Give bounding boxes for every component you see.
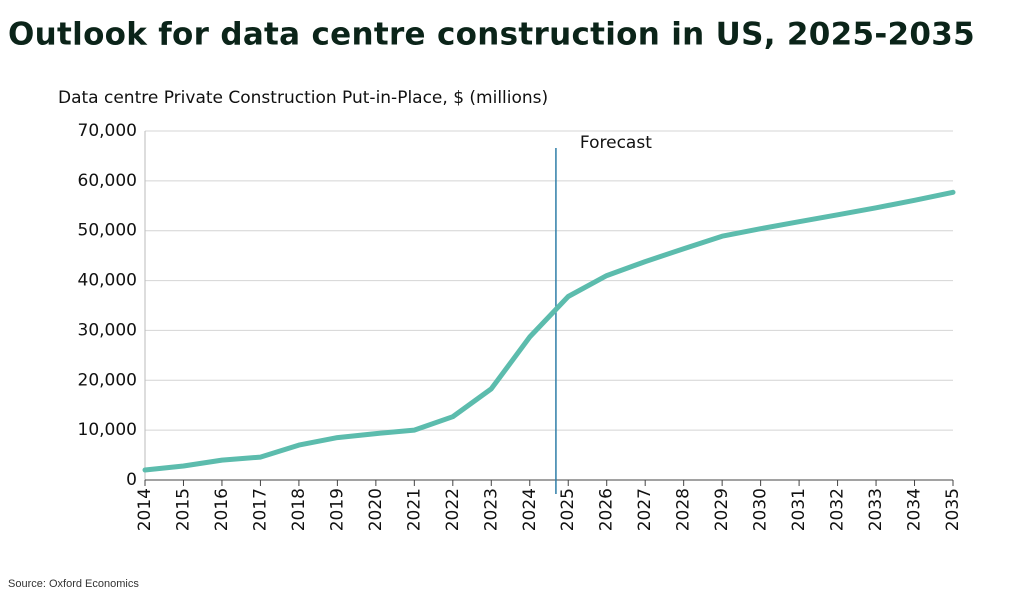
x-tick-label: 2034 (905, 488, 925, 531)
x-tick-label: 2024 (520, 488, 540, 531)
x-tick-label: 2017 (250, 488, 270, 531)
source-note: Source: Oxford Economics (8, 578, 139, 590)
y-tick-label: 30,000 (78, 320, 137, 340)
x-tick-label: 2025 (558, 488, 578, 531)
series-line (142, 189, 956, 473)
x-tick-label: 2021 (404, 488, 424, 531)
x-tick-label: 2014 (135, 488, 155, 531)
x-tick-label: 2031 (789, 488, 809, 531)
forecast-annotation: Forecast (580, 133, 652, 153)
x-tick-label: 2033 (866, 488, 886, 531)
x-tick-label: 2026 (597, 488, 617, 531)
y-tick-label: 60,000 (78, 171, 137, 191)
x-tick-label: 2027 (635, 488, 655, 531)
y-tick-label: 20,000 (78, 370, 137, 390)
x-tick-label: 2016 (212, 488, 232, 531)
x-tick-label: 2015 (173, 488, 193, 531)
x-tick-label: 2020 (366, 488, 386, 531)
y-tick-label: 10,000 (78, 420, 137, 440)
x-tick-label: 2035 (943, 488, 963, 531)
x-tick-label: 2030 (751, 488, 771, 531)
x-tick-label: 2019 (327, 488, 347, 531)
x-tick-label: 2032 (828, 488, 848, 531)
x-tick-label: 2028 (674, 488, 694, 531)
x-tick-label: 2022 (443, 488, 463, 531)
chart-title: Outlook for data centre construction in … (8, 17, 975, 53)
x-tick-label: 2023 (481, 488, 501, 531)
x-tick-label: 2018 (289, 488, 309, 531)
y-tick-label: 50,000 (78, 221, 137, 241)
y-tick-label: 70,000 (78, 121, 137, 141)
y-tick-label: 0 (126, 470, 137, 490)
y-tick-label: 40,000 (78, 271, 137, 291)
y-axis-label: Data centre Private Construction Put-in-… (58, 88, 548, 108)
x-tick-label: 2029 (712, 488, 732, 531)
